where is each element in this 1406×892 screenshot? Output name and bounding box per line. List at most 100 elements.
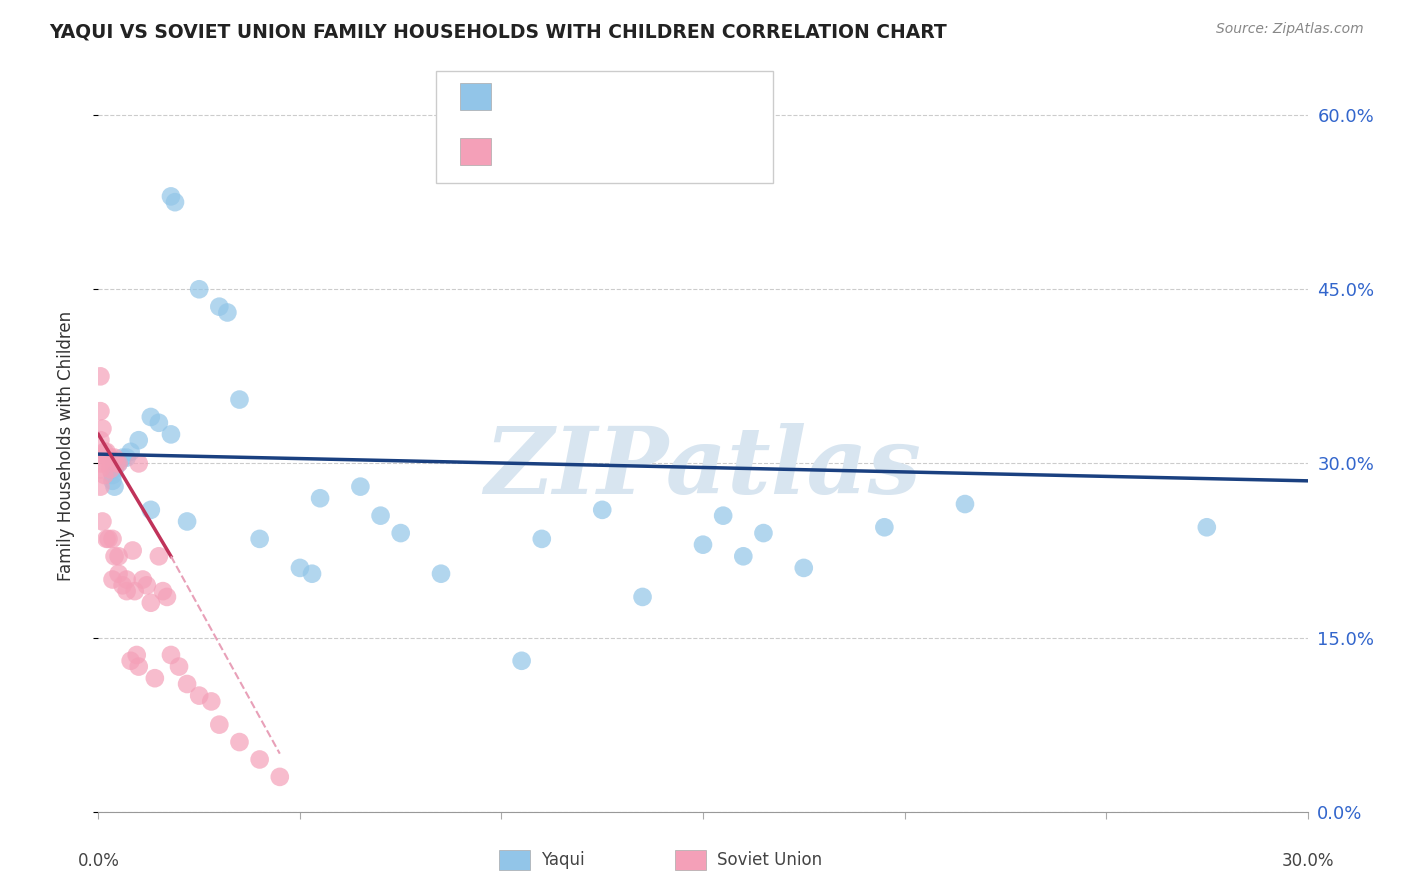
Point (135, 578, 157, 592)
Point (733, 549, 755, 564)
Point (591, 503, 613, 517)
Point (228, 392, 250, 407)
Point (139, 596, 162, 610)
Y-axis label: Family Households with Children: Family Households with Children (56, 311, 75, 581)
Point (148, 549, 170, 564)
Point (121, 543, 143, 558)
Point (89, 480, 111, 494)
Point (128, 433, 150, 447)
Point (128, 457, 150, 471)
Text: Source: ZipAtlas.com: Source: ZipAtlas.com (1216, 22, 1364, 37)
Point (430, 566, 453, 581)
Point (1195, 520, 1218, 534)
Point (96, 532, 118, 546)
Point (370, 508, 392, 523)
Text: YAQUI VS SOVIET UNION FAMILY HOUSEHOLDS WITH CHILDREN CORRELATION CHART: YAQUI VS SOVIET UNION FAMILY HOUSEHOLDS … (49, 22, 948, 41)
Point (953, 497, 976, 511)
Point (89, 369, 111, 384)
Point (97, 450, 120, 465)
Point (163, 195, 186, 210)
Point (288, 561, 311, 575)
Point (101, 468, 124, 483)
Point (91, 450, 114, 465)
Point (156, 590, 179, 604)
Text: R = -0.263   N = 50: R = -0.263 N = 50 (502, 143, 679, 161)
Point (349, 480, 371, 494)
Point (160, 427, 183, 442)
Point (188, 689, 211, 703)
Point (107, 549, 129, 564)
Point (107, 457, 129, 471)
Point (115, 573, 138, 587)
Point (107, 566, 129, 581)
Text: ZIPatlas: ZIPatlas (485, 423, 921, 513)
Point (530, 532, 553, 546)
Point (107, 457, 129, 471)
Point (89, 433, 111, 447)
Point (89, 462, 111, 476)
Point (711, 508, 734, 523)
Point (389, 526, 412, 541)
Point (96, 445, 118, 459)
Point (101, 474, 124, 488)
Point (100, 450, 122, 465)
Point (111, 578, 134, 592)
Point (228, 735, 250, 749)
Point (631, 590, 654, 604)
Point (148, 416, 170, 430)
Point (105, 457, 128, 471)
Point (269, 770, 291, 784)
Point (752, 526, 775, 541)
Point (89, 404, 111, 418)
Point (103, 457, 125, 471)
Point (115, 584, 138, 599)
Point (160, 648, 183, 662)
Point (510, 654, 533, 668)
Point (249, 532, 271, 546)
Point (160, 189, 183, 203)
Point (208, 300, 231, 314)
Text: 0.0%: 0.0% (77, 853, 120, 871)
Point (208, 717, 231, 731)
Point (139, 503, 162, 517)
Point (128, 659, 150, 673)
Text: Soviet Union: Soviet Union (717, 851, 823, 869)
Point (139, 409, 162, 424)
Point (120, 445, 142, 459)
Text: R = -0.032   N =  41: R = -0.032 N = 41 (502, 87, 685, 105)
Text: 30.0%: 30.0% (1281, 853, 1334, 871)
Point (115, 450, 138, 465)
Point (132, 573, 155, 587)
Point (103, 450, 125, 465)
Point (176, 515, 198, 529)
Point (167, 659, 190, 673)
Point (100, 462, 122, 476)
Point (111, 450, 134, 465)
Point (301, 566, 323, 581)
Point (873, 520, 896, 534)
Point (143, 671, 166, 685)
Point (124, 584, 146, 599)
Point (200, 694, 222, 708)
Text: Yaqui: Yaqui (541, 851, 585, 869)
Point (101, 573, 124, 587)
Point (152, 584, 174, 599)
Point (217, 305, 239, 319)
Point (692, 538, 714, 552)
Point (309, 491, 332, 506)
Point (89, 457, 111, 471)
Point (103, 549, 125, 564)
Point (93, 445, 115, 459)
Point (101, 532, 124, 546)
Point (120, 654, 142, 668)
Point (188, 282, 211, 296)
Point (125, 648, 148, 662)
Point (176, 677, 198, 691)
Point (249, 752, 271, 766)
Point (91, 515, 114, 529)
Point (97, 532, 120, 546)
Point (93, 468, 115, 483)
Point (91, 421, 114, 435)
Point (793, 561, 815, 575)
Point (103, 462, 125, 476)
